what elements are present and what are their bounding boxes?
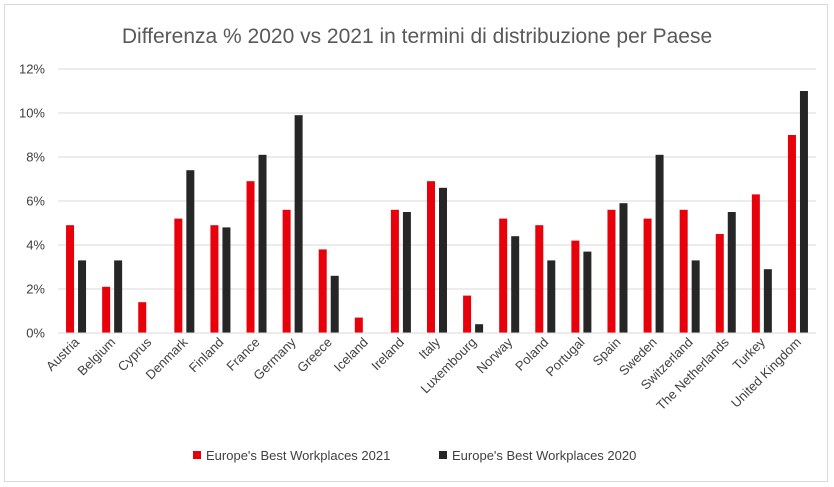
y-tick-label: 2% <box>26 282 45 297</box>
legend-swatch <box>193 451 201 459</box>
bars <box>66 91 808 333</box>
bar-2020-ireland <box>402 212 411 333</box>
bar-2021-sweden <box>643 218 652 333</box>
bar-2020-sweden <box>655 154 664 333</box>
bar-2020-finland <box>222 227 231 333</box>
bar-2021-finland <box>210 225 219 333</box>
x-tick-label: Spain <box>589 335 623 369</box>
y-tick-label: 12% <box>19 62 45 77</box>
y-tick-label: 8% <box>26 150 45 165</box>
bar-2021-greece <box>318 249 327 333</box>
bar-2021-italy <box>427 181 435 333</box>
x-tick-label: Greece <box>294 335 335 376</box>
bar-2020-spain <box>619 203 628 333</box>
y-tick-label: 4% <box>26 238 45 253</box>
bar-2021-france <box>246 181 255 333</box>
bar-2021-denmark <box>174 218 183 333</box>
x-tick-label: Norway <box>474 334 516 376</box>
bar-2021-iceland <box>354 317 363 333</box>
bar-2021-belgium <box>102 286 111 333</box>
chart-frame: Differenza % 2020 vs 2021 in termini di … <box>4 4 828 482</box>
bar-2021-cyprus <box>138 302 147 333</box>
y-tick-label: 0% <box>26 326 45 341</box>
bar-2021-luxembourg <box>463 295 472 333</box>
x-axis-ticks: AustriaBelgiumCyprusDenmarkFinlandFrance… <box>43 334 804 413</box>
bar-2021-germany <box>282 209 291 333</box>
bar-2020-turkey <box>763 269 772 333</box>
bar-2020-luxembourg <box>475 324 484 333</box>
bar-2021-norway <box>499 218 508 333</box>
legend: Europe's Best Workplaces 2021 Europe's Be… <box>193 448 636 463</box>
bar-2020-austria <box>78 260 87 333</box>
x-tick-label: Finland <box>186 335 227 376</box>
bar-2021-poland <box>535 225 544 333</box>
bar-2020-switzerland <box>691 260 700 333</box>
bar-2020-portugal <box>583 251 592 333</box>
bar-2020-denmark <box>186 170 195 333</box>
bar-chart: Differenza % 2020 vs 2021 in termini di … <box>19 25 816 463</box>
bar-2020-united-kingdom <box>799 91 808 333</box>
bar-2020-belgium <box>114 260 123 333</box>
y-tick-label: 6% <box>26 194 45 209</box>
bar-2021-the-netherlands <box>715 234 724 333</box>
bar-2021-turkey <box>751 194 760 333</box>
x-tick-label: Ireland <box>368 335 407 374</box>
bar-2020-france <box>258 154 267 333</box>
bar-2020-germany <box>294 115 303 333</box>
chart-title: Differenza % 2020 vs 2021 in termini di … <box>122 25 712 48</box>
bar-2020-greece <box>330 275 339 333</box>
x-tick-label: Belgium <box>74 335 118 379</box>
bar-2020-italy <box>439 187 447 333</box>
bar-2021-united-kingdom <box>787 135 796 333</box>
gridlines <box>58 68 816 290</box>
x-tick-label: Iceland <box>331 335 371 375</box>
bar-2021-ireland <box>390 209 399 333</box>
bar-2021-switzerland <box>679 209 688 333</box>
bar-2020-poland <box>547 260 556 333</box>
bar-2020-norway <box>511 236 520 333</box>
y-tick-label: 10% <box>19 106 45 121</box>
legend-swatch <box>439 451 447 459</box>
legend-label: Europe's Best Workplaces 2020 <box>452 448 636 463</box>
bar-2021-spain <box>607 209 616 333</box>
x-tick-label: Portugal <box>543 334 588 379</box>
legend-label: Europe's Best Workplaces 2021 <box>206 448 390 463</box>
x-tick-label: Italy <box>416 334 444 362</box>
bar-2021-austria <box>66 225 75 333</box>
bar-2020-the-netherlands <box>727 212 736 333</box>
y-axis-ticks: 0% 2% 4% 6% 8% 10% 12% <box>19 62 45 341</box>
bar-2021-portugal <box>571 240 580 333</box>
